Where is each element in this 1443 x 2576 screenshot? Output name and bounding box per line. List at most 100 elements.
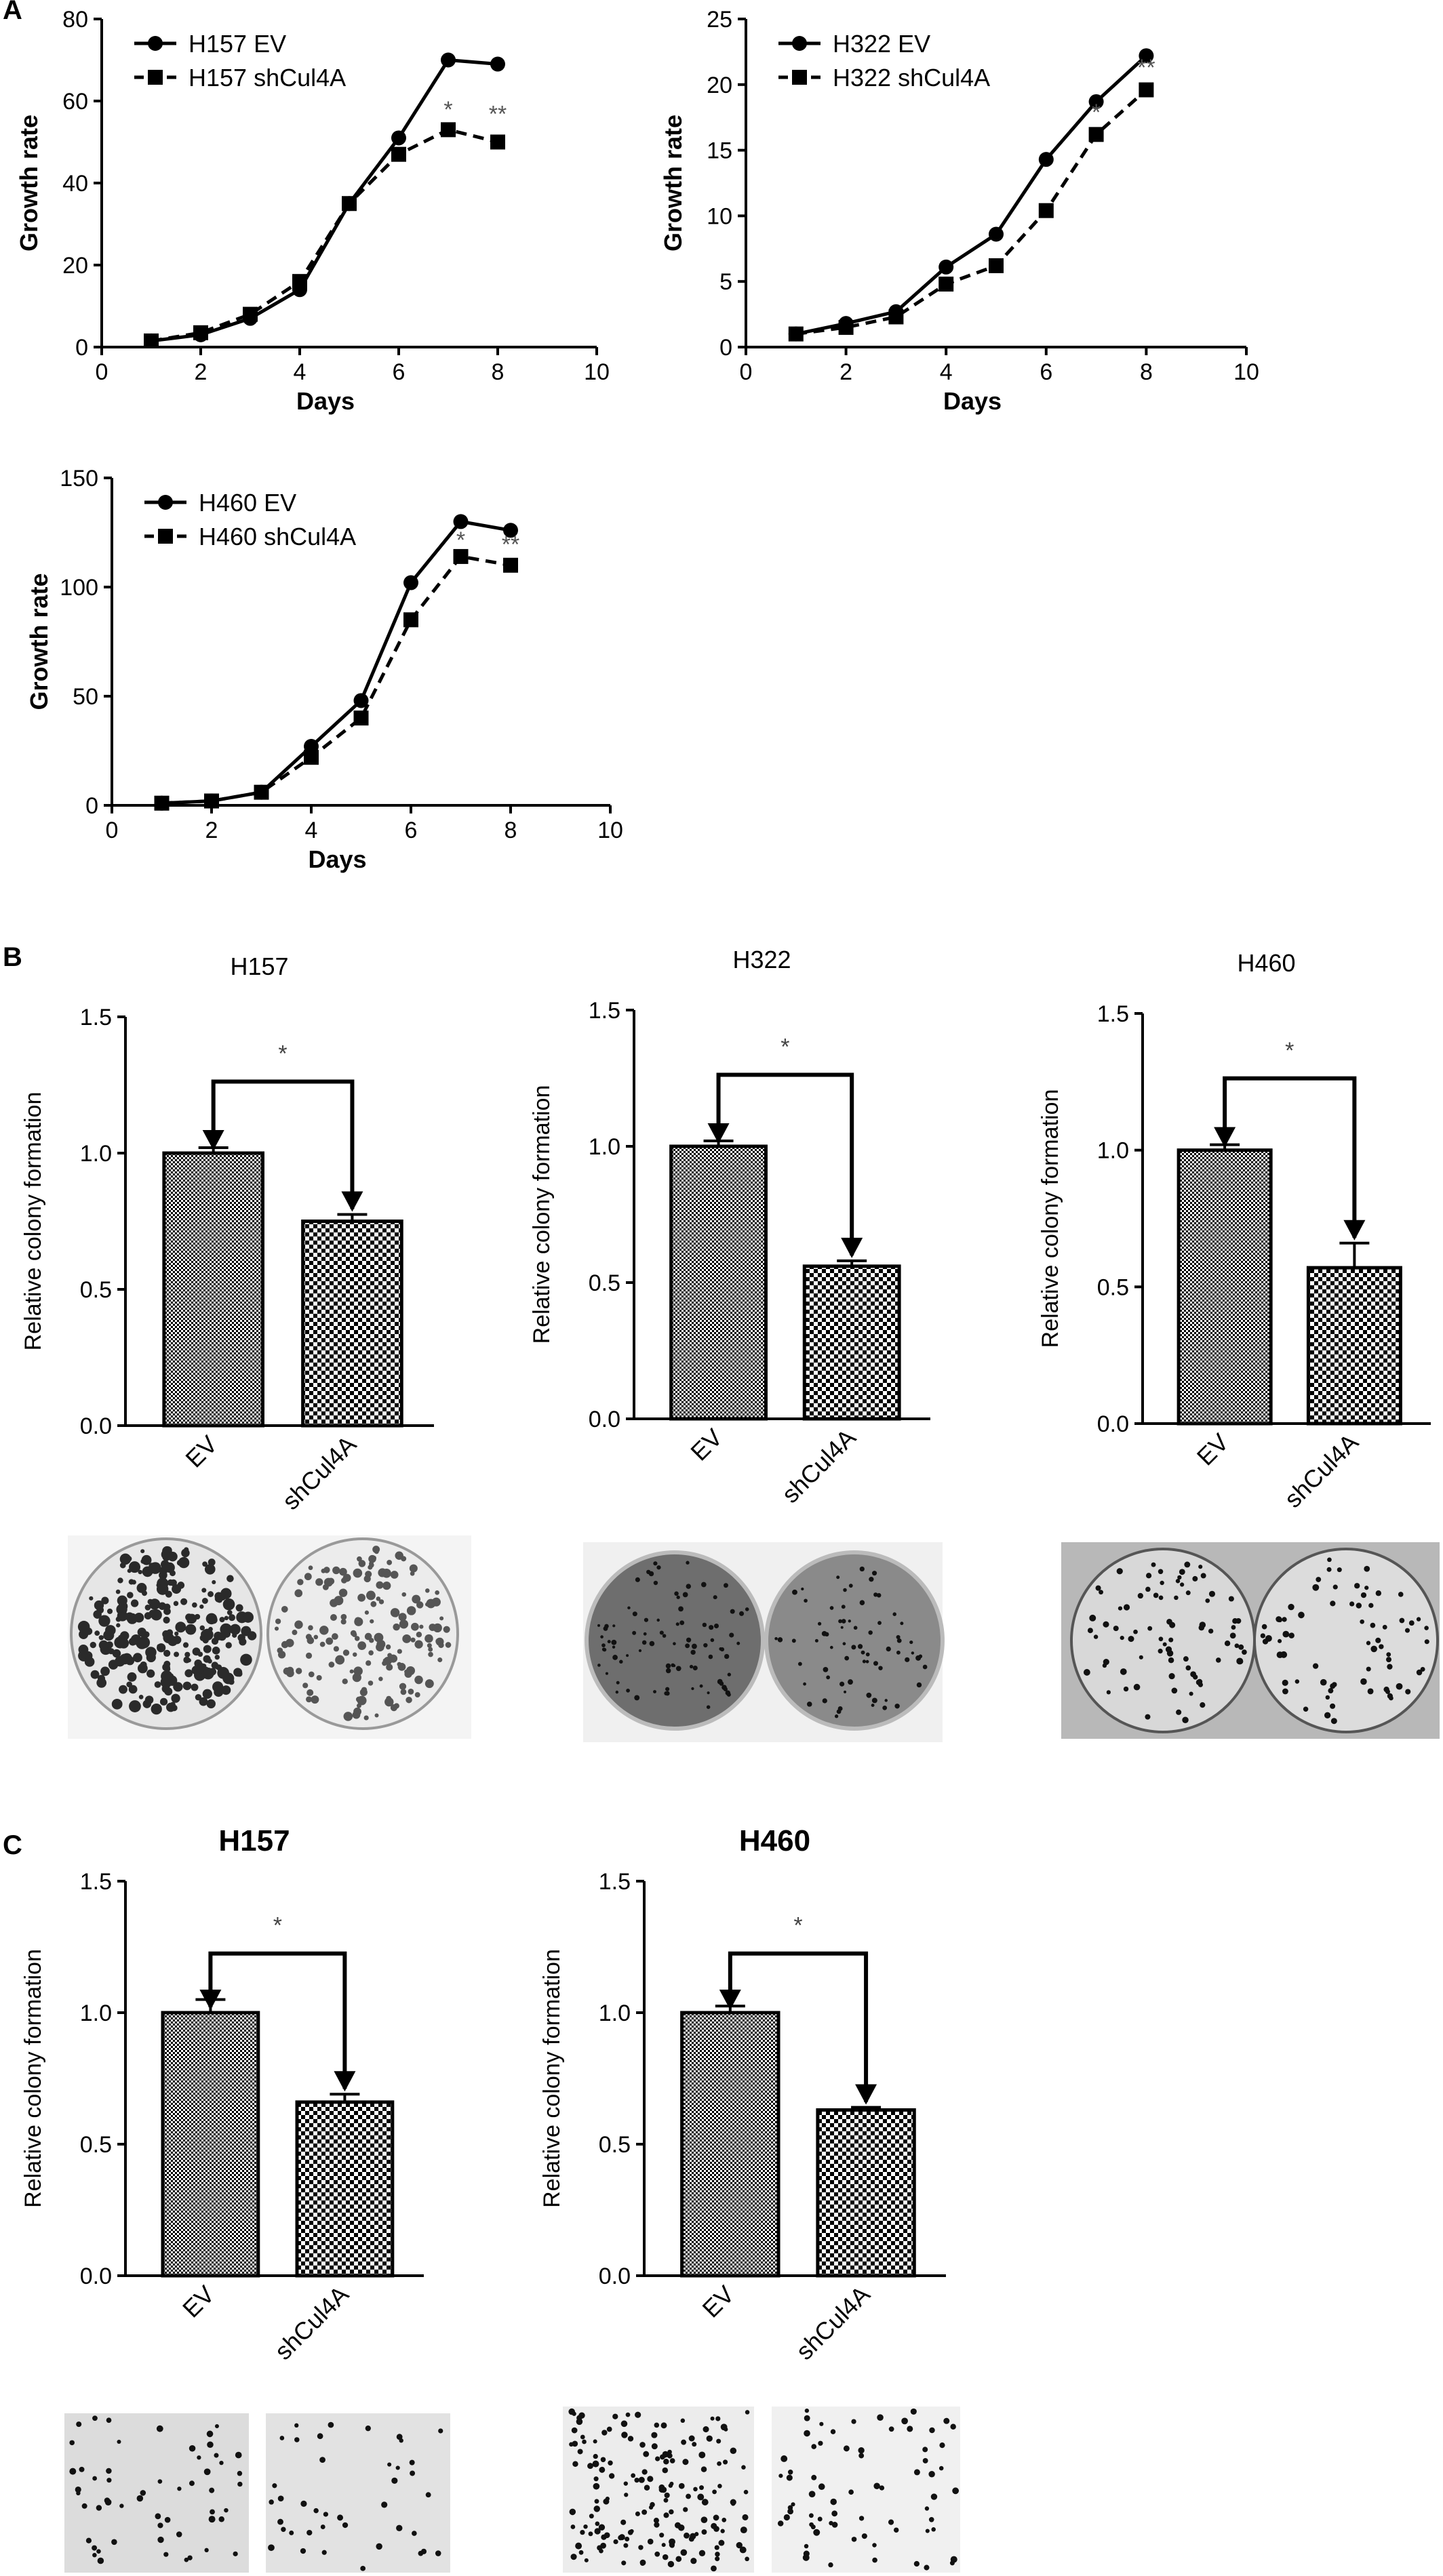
colony-dot	[378, 1599, 384, 1605]
colony-dot	[376, 1639, 386, 1649]
colony-dot	[296, 1668, 302, 1674]
colony-dot	[896, 1638, 902, 1643]
colony-dot	[597, 1664, 601, 1667]
colony-dot	[928, 2471, 935, 2478]
colony-dot	[1386, 1652, 1391, 1657]
colony-dot	[1095, 1585, 1101, 1591]
data-point	[788, 326, 804, 342]
colony-dot	[385, 1644, 391, 1650]
colony-dot	[594, 2499, 599, 2504]
colony-dot	[601, 2430, 608, 2436]
colony-dot	[844, 1655, 850, 1661]
colony-dot	[838, 1619, 842, 1624]
colony-dot	[410, 2470, 416, 2476]
colony-dot	[328, 2421, 334, 2428]
colony-dot	[115, 1655, 125, 1667]
colony-dot	[360, 2565, 366, 2571]
colony-dot	[92, 2476, 98, 2481]
colony-dot	[646, 1569, 651, 1575]
colony-dot	[127, 1592, 134, 1598]
colony-dot	[1330, 1718, 1337, 1725]
colony-dot	[397, 1649, 402, 1654]
colony-dot	[600, 1635, 604, 1638]
colony-dot	[1366, 1666, 1371, 1672]
colony-dot	[712, 2489, 717, 2495]
y-axis-label: Relative colony formation	[20, 1092, 46, 1351]
colony-dot	[707, 1691, 710, 1695]
colony-dot	[396, 2434, 403, 2440]
colony-dot	[711, 2565, 717, 2572]
colony-dot	[866, 1692, 872, 1698]
colony-dot	[1133, 1683, 1141, 1691]
data-point	[292, 274, 307, 289]
colony-dot	[817, 2516, 823, 2522]
colony-dot	[1399, 1617, 1405, 1624]
colony-dot	[416, 1601, 424, 1609]
colony-dot	[320, 2524, 325, 2530]
colony-dot	[791, 1638, 796, 1643]
data-point	[1088, 94, 1104, 109]
colony-dot	[438, 2428, 443, 2434]
arrowhead-right	[841, 1237, 863, 1258]
colony-dot	[599, 2548, 604, 2554]
colony-dot	[156, 2425, 163, 2432]
colony-dot	[686, 1584, 692, 1589]
colony-dot	[199, 1625, 205, 1631]
colony-dot	[182, 1642, 189, 1648]
colony-dot	[683, 2507, 688, 2512]
colony-dot	[865, 1652, 870, 1657]
chart-title: H157	[218, 1824, 290, 1857]
colony-dot	[247, 1631, 257, 1641]
colony-dot	[836, 1575, 840, 1579]
colony-dot	[643, 2451, 650, 2457]
colony-dot	[409, 2459, 415, 2466]
colony-dot	[414, 1640, 423, 1649]
x-tick-label: 6	[1040, 359, 1052, 385]
colony-dot	[1282, 1688, 1288, 1695]
colony-dot	[354, 1617, 361, 1624]
colony-dot	[811, 2444, 817, 2449]
colony-dot	[229, 1614, 236, 1622]
colony-dot	[715, 2556, 720, 2562]
colony-dot	[1360, 1619, 1364, 1624]
x-tick-label: EV	[685, 1424, 728, 1466]
colony-dot	[183, 1547, 189, 1552]
colony-dot	[701, 2529, 707, 2535]
colony-dot	[644, 2484, 650, 2491]
colony-dot	[698, 2550, 706, 2556]
colony-dot	[1145, 1586, 1151, 1592]
colony-dot	[840, 1626, 844, 1629]
colony-dot	[92, 2545, 98, 2551]
legend-label-1: H460 shCul4A	[199, 523, 356, 550]
y-tick-label: 10	[707, 203, 732, 229]
x-tick-label: EV	[177, 2280, 220, 2323]
colony-dot	[1229, 1632, 1236, 1639]
legend-label-1: H322 shCul4A	[833, 64, 990, 92]
colony-dot	[871, 1704, 875, 1707]
colony-dot	[335, 1655, 345, 1665]
colony-dot	[428, 1647, 433, 1652]
colony-dot	[277, 2495, 284, 2502]
colony-dot	[647, 2538, 654, 2545]
colony-dot	[900, 1622, 904, 1626]
colony-dot	[115, 1589, 121, 1594]
colony-dot	[277, 2518, 283, 2525]
colony-dot	[656, 1618, 660, 1622]
colony-dot	[410, 1637, 416, 1643]
colony-dot	[738, 1611, 745, 1616]
colony-dot	[571, 2427, 578, 2434]
data-point	[154, 795, 170, 811]
colony-dot	[1242, 1649, 1247, 1655]
data-point	[403, 612, 418, 628]
colony-dot	[1162, 1642, 1167, 1647]
colony-dot	[692, 1643, 697, 1649]
y-tick-label: 1.5	[80, 1869, 112, 1895]
colony-dot	[202, 1561, 207, 1567]
colony-dot	[700, 2466, 707, 2472]
colony-dot	[851, 2419, 856, 2424]
colony-dot	[720, 2423, 728, 2431]
colony-dot	[300, 2548, 307, 2554]
colony-dot	[368, 1650, 374, 1655]
data-point	[888, 309, 904, 325]
y-tick-label: 1.0	[1097, 1138, 1129, 1164]
